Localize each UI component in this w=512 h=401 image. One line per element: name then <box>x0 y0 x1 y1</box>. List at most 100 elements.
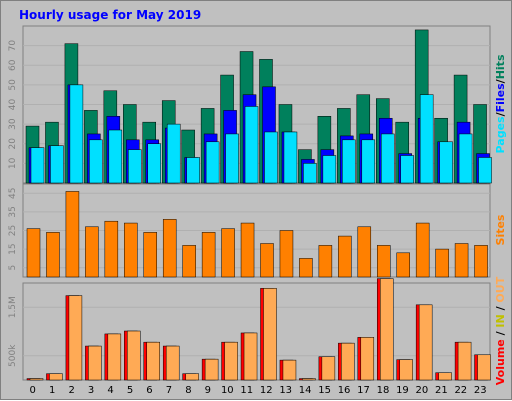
pages-files-hits-ytick-label: 50 <box>8 79 18 91</box>
sites-ytick-label: 35 <box>8 206 18 217</box>
sites-bar <box>318 245 333 278</box>
x-tick-label: 4 <box>107 385 113 396</box>
sites-bar <box>377 245 391 278</box>
pages-files-hits-bar-pages <box>108 129 123 184</box>
vol-legend-separator: / <box>494 303 507 315</box>
vol-legend-separator: / <box>494 328 507 340</box>
volume-bar-out <box>380 278 394 381</box>
x-tick-label: 22 <box>454 385 467 396</box>
pages-files-hits-ytick-label: 30 <box>8 118 18 130</box>
volume-bar-out <box>204 358 219 381</box>
pages-files-hits-bar-pages <box>69 84 84 184</box>
sites-bar <box>162 219 177 278</box>
volume-bar-out <box>146 341 160 381</box>
x-tick-label: 15 <box>318 385 331 396</box>
pages-files-hits-bar-pages <box>205 141 220 184</box>
x-tick-label: 16 <box>338 385 351 396</box>
pages-files-hits-bar-pages <box>30 147 45 184</box>
volume-ytick-label: 1.5M <box>8 296 18 318</box>
volume-bar-out <box>360 337 375 381</box>
sites-legend: Sites <box>494 214 507 245</box>
x-tick-label: 18 <box>377 385 390 396</box>
vol-legend-in: IN <box>494 314 507 327</box>
sites-ytick-label: 5 <box>8 265 18 271</box>
sites-legend-sites: Sites <box>494 214 507 245</box>
x-tick-label: 0 <box>30 385 36 396</box>
pages-files-hits-ytick-label: 10 <box>8 157 18 169</box>
x-tick-label: 8 <box>185 385 191 396</box>
volume-ytick-label: 500k <box>8 344 18 367</box>
sites-bar <box>299 258 313 278</box>
sites-bar <box>415 222 430 278</box>
pages-files-hits-bar-pages <box>381 133 395 184</box>
sites-bar <box>396 252 410 278</box>
volume-bar-out <box>68 295 83 381</box>
x-tick-label: 1 <box>49 385 55 396</box>
pfh-legend-pages: Pages <box>494 116 507 154</box>
pages-files-hits-bar-pages <box>458 133 473 184</box>
vol-legend-out: OUT <box>494 276 507 302</box>
x-tick-label: 14 <box>299 385 312 396</box>
sites-bar <box>124 222 138 278</box>
volume-bar-out <box>224 341 238 381</box>
sites-bar <box>65 191 80 278</box>
pages-files-hits-ytick-label: 70 <box>8 40 18 52</box>
pages-files-hits-bar-pages <box>342 139 356 184</box>
pages-files-hits-bar-pages <box>147 143 161 184</box>
volume-bar-out <box>302 378 316 381</box>
pages-files-hits-bar-pages <box>400 155 414 184</box>
volume-bar-out <box>29 378 44 381</box>
volume-bar-out <box>341 342 355 381</box>
sites-bar <box>26 228 41 278</box>
pfh-legend-separator: / <box>494 111 507 116</box>
sites-bar <box>201 232 216 278</box>
vol-legend-volume: Volume <box>494 339 507 385</box>
pages-files-hits-bar-pages <box>478 157 492 184</box>
pfh-legend-files: Files <box>494 83 507 113</box>
volume-bar-out <box>457 341 472 381</box>
volume-bar-out <box>243 332 258 381</box>
x-tick-label: 17 <box>357 385 370 396</box>
volume-bar-out <box>399 359 413 381</box>
sites-bar <box>454 243 469 278</box>
volume-bar-out <box>88 345 102 381</box>
pfh-legend-separator: / <box>494 78 507 83</box>
pages-files-hits-bar-pages <box>225 133 239 184</box>
volume-bar-out <box>263 288 277 381</box>
sites-bar <box>221 228 235 278</box>
x-tick-label: 19 <box>396 385 409 396</box>
pages-files-hits-bar-pages <box>322 155 337 184</box>
pages-files-hits-bar-pages <box>439 141 453 184</box>
pages-files-hits-bar-pages <box>361 139 376 184</box>
x-tick-label: 6 <box>146 385 152 396</box>
volume-bar-out <box>418 304 433 381</box>
x-tick-label: 11 <box>240 385 253 396</box>
x-tick-label: 12 <box>260 385 273 396</box>
vol-legend: Volume / IN / OUT <box>494 276 507 385</box>
sites-ytick-label: 15 <box>8 243 18 254</box>
sites-ytick-label: 45 <box>8 188 18 199</box>
sites-bar <box>182 245 196 278</box>
volume-bar-out <box>185 373 199 381</box>
sites-bar <box>260 243 274 278</box>
sites-bar <box>435 248 449 278</box>
sites-bar <box>338 235 352 278</box>
x-tick-label: 21 <box>435 385 448 396</box>
sites-bar <box>240 222 255 278</box>
x-tick-label: 7 <box>166 385 172 396</box>
pages-files-hits-bar-pages <box>283 131 298 184</box>
x-tick-label: 5 <box>127 385 133 396</box>
sites-bar <box>143 232 157 278</box>
pages-files-hits-bar-pages <box>264 131 278 184</box>
pages-files-hits-ytick-label: 40 <box>8 99 18 111</box>
volume-bar-out <box>438 372 452 381</box>
volume-bar-out <box>107 333 122 381</box>
x-tick-label: 20 <box>416 385 429 396</box>
x-tick-label: 2 <box>68 385 74 396</box>
pages-files-hits-bar-pages <box>50 145 64 184</box>
x-tick-label: 10 <box>221 385 234 396</box>
chart-title: Hourly usage for May 2019 <box>19 8 202 22</box>
x-tick-label: 13 <box>279 385 292 396</box>
